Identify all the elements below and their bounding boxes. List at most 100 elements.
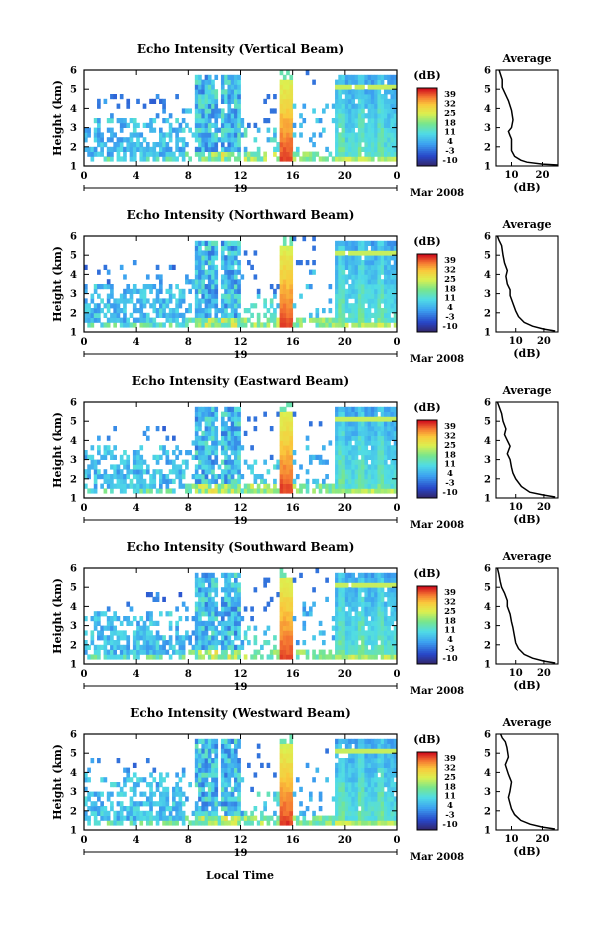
heatmap-cell <box>198 606 202 611</box>
heatmap-cell <box>241 445 245 450</box>
heatmap-cell <box>387 75 391 80</box>
heatmap-cell <box>208 260 212 265</box>
heatmap-cell <box>227 250 231 255</box>
heatmap-cell <box>371 816 375 821</box>
heatmap-cell <box>100 801 104 806</box>
heatmap-cell <box>254 137 258 142</box>
heatmap-cell <box>364 123 368 128</box>
heatmap-cell <box>117 137 121 142</box>
heatmap-cell <box>104 265 108 270</box>
heatmap-cell <box>371 464 375 469</box>
heatmap-cell <box>120 137 124 142</box>
heatmap-cell <box>377 787 381 792</box>
heatmap-cell <box>364 606 368 611</box>
heatmap-cell <box>390 113 394 118</box>
heatmap-cell <box>143 801 147 806</box>
average-y-tick-label: 3 <box>484 621 491 632</box>
heatmap-cell <box>371 792 375 797</box>
heatmap-cell <box>342 255 346 260</box>
heatmap-cell <box>260 816 264 821</box>
heatmap-cell <box>306 70 310 75</box>
heatmap-cell <box>152 816 156 821</box>
heatmap-cell <box>358 801 362 806</box>
heatmap-cell <box>214 294 218 299</box>
panel-4: Echo Intensity (Westward Beam)123456Heig… <box>51 706 558 863</box>
heatmap-cell <box>390 298 394 303</box>
heatmap-cell <box>179 128 183 133</box>
heatmap-cell <box>332 816 336 821</box>
heatmap-cell <box>377 768 381 773</box>
heatmap-cell <box>358 270 362 275</box>
heatmap-cell <box>289 104 293 109</box>
heatmap-cell <box>117 104 121 109</box>
heatmap-cell <box>198 265 202 270</box>
heatmap-cell <box>126 640 130 645</box>
heatmap-cell <box>208 147 212 152</box>
heatmap-cell <box>211 142 215 147</box>
heatmap-cell <box>364 650 368 655</box>
heatmap-cell <box>289 479 293 484</box>
heatmap-cell <box>113 645 117 650</box>
heatmap-cell <box>244 156 248 161</box>
heatmap-cell <box>338 820 342 825</box>
heatmap-cell <box>214 426 218 431</box>
heatmap-cell <box>126 777 130 782</box>
heatmap-cell <box>335 113 339 118</box>
heatmap-cell <box>182 635 186 640</box>
heatmap-cell <box>387 99 391 104</box>
heatmap-cell <box>198 654 202 659</box>
heatmap-cell <box>224 137 228 142</box>
heatmap-cell <box>172 450 176 455</box>
heatmap-cell <box>195 265 199 270</box>
heatmap-cell <box>358 279 362 284</box>
heatmap-cell <box>87 132 91 137</box>
heatmap-cell <box>211 80 215 85</box>
heatmap-cell <box>237 142 241 147</box>
heatmap-cell <box>227 123 231 128</box>
heatmap-cell <box>387 753 391 758</box>
heatmap-cell <box>237 573 241 578</box>
heatmap-cell <box>201 156 205 161</box>
heatmap-cell <box>224 582 228 587</box>
heatmap-cell <box>214 753 218 758</box>
heatmap-cell <box>120 806 124 811</box>
heatmap-cell <box>172 469 176 474</box>
heatmap-cell <box>348 108 352 113</box>
heatmap-cell <box>172 820 176 825</box>
heatmap-cell <box>218 816 222 821</box>
heatmap-cell <box>368 152 372 157</box>
heatmap-cell <box>91 147 95 152</box>
heatmap-cell <box>221 421 225 426</box>
heatmap-cell <box>371 626 375 631</box>
heatmap-cell <box>351 820 355 825</box>
heatmap-cell <box>390 152 394 157</box>
heatmap-cell <box>283 123 287 128</box>
heatmap-cell <box>283 474 287 479</box>
heatmap-cell <box>234 464 238 469</box>
heatmap-cell <box>377 777 381 782</box>
heatmap-cell <box>139 801 143 806</box>
heatmap-cell <box>280 246 284 251</box>
heatmap-cell <box>280 474 284 479</box>
heatmap-cell <box>133 147 137 152</box>
heatmap-cell <box>130 777 134 782</box>
heatmap-cell <box>361 640 365 645</box>
heatmap-cell <box>319 796 323 801</box>
heatmap-cell <box>263 606 267 611</box>
heatmap-cell <box>371 578 375 583</box>
heatmap-cell <box>283 279 287 284</box>
y-tick-label: 1 <box>70 162 77 173</box>
heatmap-cell <box>283 289 287 294</box>
heatmap-cell <box>377 289 381 294</box>
heatmap-cell <box>221 246 225 251</box>
heatmap-cell <box>97 450 101 455</box>
heatmap-cell <box>368 142 372 147</box>
heatmap-cell <box>237 260 241 265</box>
heatmap-cell <box>338 260 342 265</box>
heatmap-cell <box>218 440 222 445</box>
heatmap-cell <box>315 568 319 573</box>
heatmap-cell <box>348 573 352 578</box>
heatmap-cell <box>364 407 368 412</box>
heatmap-cell <box>260 820 264 825</box>
heatmap-cell <box>289 758 293 763</box>
